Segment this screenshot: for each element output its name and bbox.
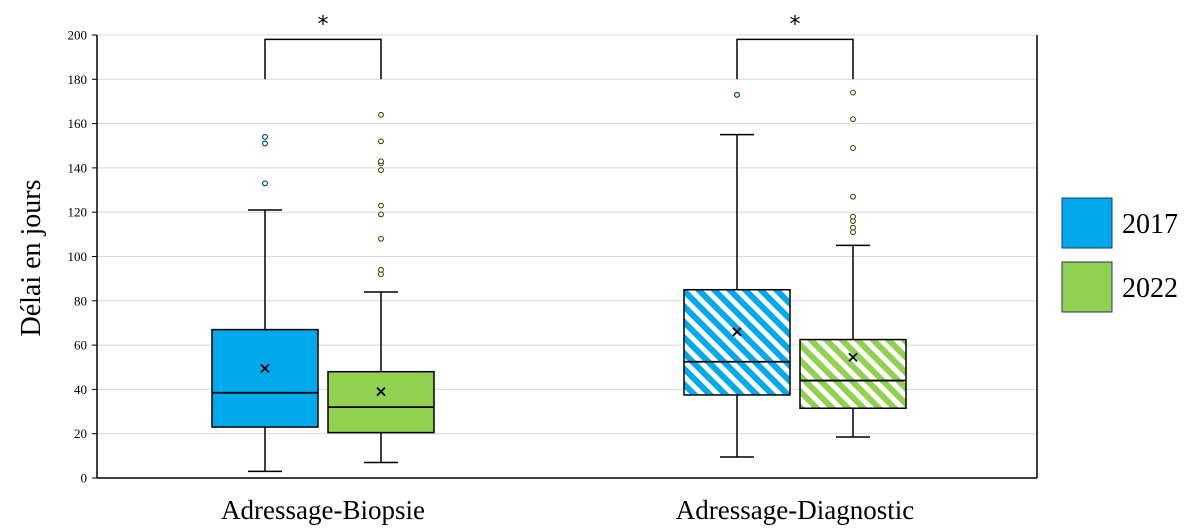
outlier-outline [850, 116, 856, 122]
outlier-outline [378, 112, 384, 118]
outlier-outline [378, 236, 384, 242]
legend-label-2022: 2022 [1122, 273, 1178, 304]
significance-star: * [318, 12, 329, 37]
outlier-outline [378, 138, 384, 145]
y-tick-label: 180 [68, 72, 88, 87]
outlier-outline [378, 267, 384, 273]
y-tick-label: 120 [68, 205, 88, 220]
outlier-outline [378, 158, 384, 164]
y-axis-ticks: 0 20 40 60 80 100 120 140 160 180 200 [68, 28, 97, 486]
y-tick-label: 40 [74, 382, 87, 397]
outlier-outline [850, 145, 856, 151]
y-tick-label: 80 [74, 293, 87, 308]
box-adressage-diagnostic-2017 [683, 91, 791, 458]
y-tick-label: 160 [68, 116, 88, 131]
outlier-outline [378, 202, 384, 209]
box-adressage-diagnostic-2022 [799, 89, 907, 438]
y-tick-label: 60 [74, 338, 87, 353]
boxes [211, 89, 907, 473]
y-tick-label: 20 [74, 426, 87, 441]
mean-marker [732, 327, 742, 337]
outlier-outline [850, 89, 856, 96]
iqr-box [683, 288, 791, 396]
outlier-outline [850, 213, 856, 220]
mean-marker [376, 386, 386, 397]
iqr-box [327, 370, 435, 434]
y-tick-label: 200 [68, 28, 88, 43]
significance-star: * [790, 12, 801, 37]
significance-bracket [736, 38, 854, 80]
axes [96, 35, 1038, 479]
legend-label-2017: 2017 [1122, 209, 1178, 240]
outlier-outline [734, 92, 740, 98]
y-tick-label: 0 [81, 471, 88, 486]
mean-marker [848, 352, 858, 362]
x-category-label: Adressage-Biopsie [221, 495, 425, 525]
category-labels: Adressage-Biopsie Adressage-Diagnostic [221, 495, 914, 525]
significance-annotations: * * [264, 12, 854, 80]
significance-bracket [264, 38, 382, 80]
iqr-box [211, 328, 319, 428]
outlier-outline [262, 140, 268, 147]
mean-marker [260, 363, 270, 373]
legend-swatch-2017 [1061, 197, 1113, 249]
outlier-outline [850, 225, 856, 231]
outlier-outline [262, 180, 268, 187]
outlier-outline [850, 193, 856, 200]
outlier-outline [262, 134, 268, 140]
y-tick-label: 100 [68, 249, 88, 264]
outlier-outline [378, 167, 384, 173]
iqr-box [799, 338, 907, 409]
y-axis-label: Délai en jours [16, 179, 47, 336]
box-adressage-biopsie-2022 [327, 111, 435, 464]
y-tick-label: 140 [68, 160, 88, 175]
legend-swatch-2022 [1061, 261, 1113, 313]
outlier-outline [378, 211, 384, 218]
x-category-label: Adressage-Diagnostic [676, 495, 914, 525]
legend: 2017 2022 [1061, 197, 1178, 313]
box-adressage-biopsie-2017 [211, 133, 319, 473]
